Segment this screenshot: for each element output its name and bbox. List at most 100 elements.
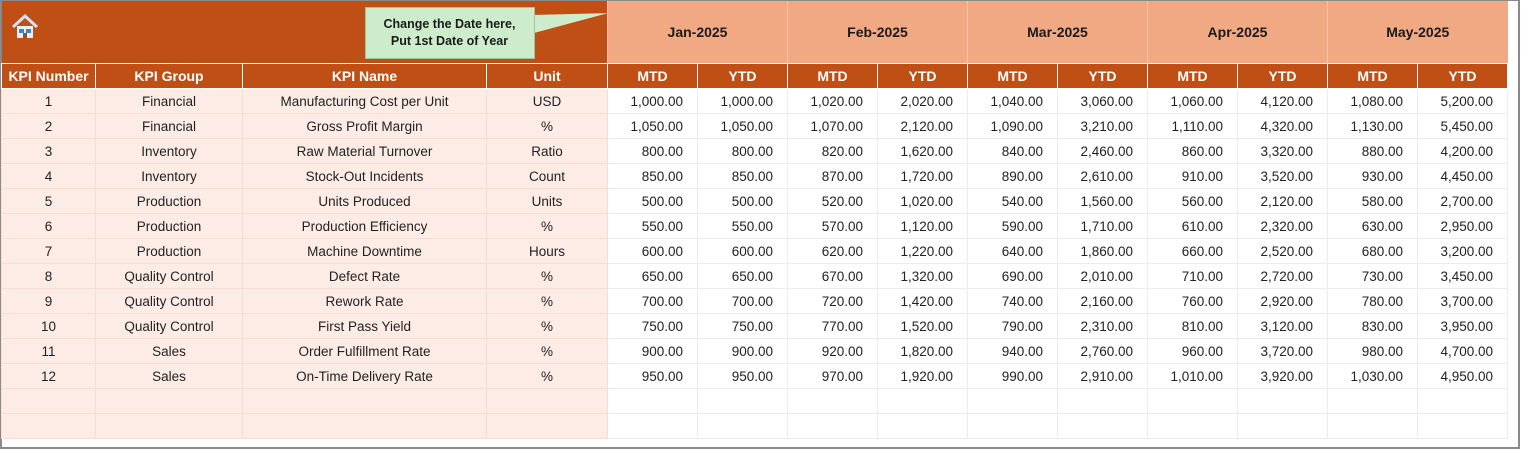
cell-ytd[interactable]: 2,520.00 <box>1237 238 1328 264</box>
cell-ytd[interactable]: 2,160.00 <box>1057 288 1148 314</box>
cell-ytd[interactable]: 2,310.00 <box>1057 313 1148 339</box>
cell-ytd[interactable]: 5,450.00 <box>1417 113 1508 139</box>
home-icon[interactable] <box>11 13 39 41</box>
cell-mtd[interactable]: 980.00 <box>1327 338 1418 364</box>
cell-mtd[interactable]: 560.00 <box>1147 188 1238 214</box>
cell-kpi-number[interactable]: 11 <box>1 338 96 364</box>
cell-ytd[interactable]: 1,020.00 <box>877 188 968 214</box>
cell-mtd[interactable]: 860.00 <box>1147 138 1238 164</box>
cell-ytd[interactable]: 1,120.00 <box>877 213 968 239</box>
empty-cell[interactable] <box>967 388 1058 414</box>
cell-kpi-name[interactable]: Rework Rate <box>242 288 487 314</box>
empty-cell[interactable] <box>1327 413 1418 439</box>
cell-ytd[interactable]: 950.00 <box>697 363 788 389</box>
empty-cell[interactable] <box>1327 388 1418 414</box>
cell-kpi-group[interactable]: Production <box>95 213 243 239</box>
cell-ytd[interactable]: 2,120.00 <box>877 113 968 139</box>
cell-ytd[interactable]: 1,050.00 <box>697 113 788 139</box>
cell-mtd[interactable]: 580.00 <box>1327 188 1418 214</box>
cell-mtd[interactable]: 920.00 <box>787 338 878 364</box>
empty-cell[interactable] <box>1147 413 1238 439</box>
cell-mtd[interactable]: 890.00 <box>967 163 1058 189</box>
cell-kpi-number[interactable]: 3 <box>1 138 96 164</box>
cell-mtd[interactable]: 770.00 <box>787 313 878 339</box>
cell-mtd[interactable]: 710.00 <box>1147 263 1238 289</box>
cell-mtd[interactable]: 970.00 <box>787 363 878 389</box>
cell-kpi-name[interactable]: On-Time Delivery Rate <box>242 363 487 389</box>
empty-cell[interactable] <box>1057 413 1148 439</box>
empty-cell[interactable] <box>697 413 788 439</box>
cell-ytd[interactable]: 3,200.00 <box>1417 238 1508 264</box>
cell-ytd[interactable]: 3,700.00 <box>1417 288 1508 314</box>
cell-ytd[interactable]: 900.00 <box>697 338 788 364</box>
empty-cell[interactable] <box>242 413 487 439</box>
cell-mtd[interactable]: 960.00 <box>1147 338 1238 364</box>
cell-mtd[interactable]: 780.00 <box>1327 288 1418 314</box>
cell-mtd[interactable]: 790.00 <box>967 313 1058 339</box>
cell-kpi-number[interactable]: 9 <box>1 288 96 314</box>
cell-unit[interactable]: % <box>486 113 608 139</box>
month-header[interactable]: Feb-2025 <box>787 1 968 64</box>
cell-ytd[interactable]: 1,620.00 <box>877 138 968 164</box>
cell-kpi-group[interactable]: Sales <box>95 338 243 364</box>
cell-kpi-name[interactable]: First Pass Yield <box>242 313 487 339</box>
cell-ytd[interactable]: 750.00 <box>697 313 788 339</box>
cell-mtd[interactable]: 660.00 <box>1147 238 1238 264</box>
month-header[interactable]: Apr-2025 <box>1147 1 1328 64</box>
cell-mtd[interactable]: 820.00 <box>787 138 878 164</box>
cell-mtd[interactable]: 630.00 <box>1327 213 1418 239</box>
cell-ytd[interactable]: 3,320.00 <box>1237 138 1328 164</box>
cell-ytd[interactable]: 2,910.00 <box>1057 363 1148 389</box>
cell-ytd[interactable]: 3,720.00 <box>1237 338 1328 364</box>
cell-mtd[interactable]: 520.00 <box>787 188 878 214</box>
empty-cell[interactable] <box>1237 413 1328 439</box>
empty-cell[interactable] <box>242 388 487 414</box>
cell-mtd[interactable]: 1,020.00 <box>787 88 878 114</box>
month-header[interactable]: May-2025 <box>1327 1 1508 64</box>
cell-mtd[interactable]: 720.00 <box>787 288 878 314</box>
cell-ytd[interactable]: 2,760.00 <box>1057 338 1148 364</box>
cell-mtd[interactable]: 760.00 <box>1147 288 1238 314</box>
cell-kpi-number[interactable]: 2 <box>1 113 96 139</box>
cell-ytd[interactable]: 1,220.00 <box>877 238 968 264</box>
cell-ytd[interactable]: 600.00 <box>697 238 788 264</box>
cell-ytd[interactable]: 3,920.00 <box>1237 363 1328 389</box>
cell-mtd[interactable]: 1,080.00 <box>1327 88 1418 114</box>
cell-ytd[interactable]: 2,720.00 <box>1237 263 1328 289</box>
cell-ytd[interactable]: 700.00 <box>697 288 788 314</box>
empty-cell[interactable] <box>607 388 698 414</box>
cell-ytd[interactable]: 2,020.00 <box>877 88 968 114</box>
cell-mtd[interactable]: 680.00 <box>1327 238 1418 264</box>
cell-kpi-number[interactable]: 10 <box>1 313 96 339</box>
cell-mtd[interactable]: 650.00 <box>607 263 698 289</box>
cell-kpi-number[interactable]: 7 <box>1 238 96 264</box>
cell-unit[interactable]: % <box>486 288 608 314</box>
cell-mtd[interactable]: 550.00 <box>607 213 698 239</box>
cell-mtd[interactable]: 850.00 <box>607 163 698 189</box>
cell-ytd[interactable]: 3,450.00 <box>1417 263 1508 289</box>
empty-cell[interactable] <box>95 413 243 439</box>
empty-cell[interactable] <box>607 413 698 439</box>
cell-ytd[interactable]: 4,950.00 <box>1417 363 1508 389</box>
cell-kpi-group[interactable]: Quality Control <box>95 313 243 339</box>
cell-unit[interactable]: % <box>486 263 608 289</box>
cell-mtd[interactable]: 940.00 <box>967 338 1058 364</box>
cell-ytd[interactable]: 650.00 <box>697 263 788 289</box>
cell-unit[interactable]: % <box>486 313 608 339</box>
cell-mtd[interactable]: 740.00 <box>967 288 1058 314</box>
cell-kpi-name[interactable]: Order Fulfillment Rate <box>242 338 487 364</box>
cell-mtd[interactable]: 700.00 <box>607 288 698 314</box>
cell-kpi-name[interactable]: Machine Downtime <box>242 238 487 264</box>
cell-unit[interactable]: Count <box>486 163 608 189</box>
cell-ytd[interactable]: 1,720.00 <box>877 163 968 189</box>
cell-ytd[interactable]: 800.00 <box>697 138 788 164</box>
cell-mtd[interactable]: 730.00 <box>1327 263 1418 289</box>
empty-cell[interactable] <box>1417 413 1508 439</box>
cell-mtd[interactable]: 1,000.00 <box>607 88 698 114</box>
cell-mtd[interactable]: 540.00 <box>967 188 1058 214</box>
cell-kpi-name[interactable]: Gross Profit Margin <box>242 113 487 139</box>
empty-cell[interactable] <box>1 413 96 439</box>
cell-mtd[interactable]: 930.00 <box>1327 163 1418 189</box>
month-header[interactable]: Jan-2025 <box>607 1 788 64</box>
cell-kpi-group[interactable]: Inventory <box>95 138 243 164</box>
